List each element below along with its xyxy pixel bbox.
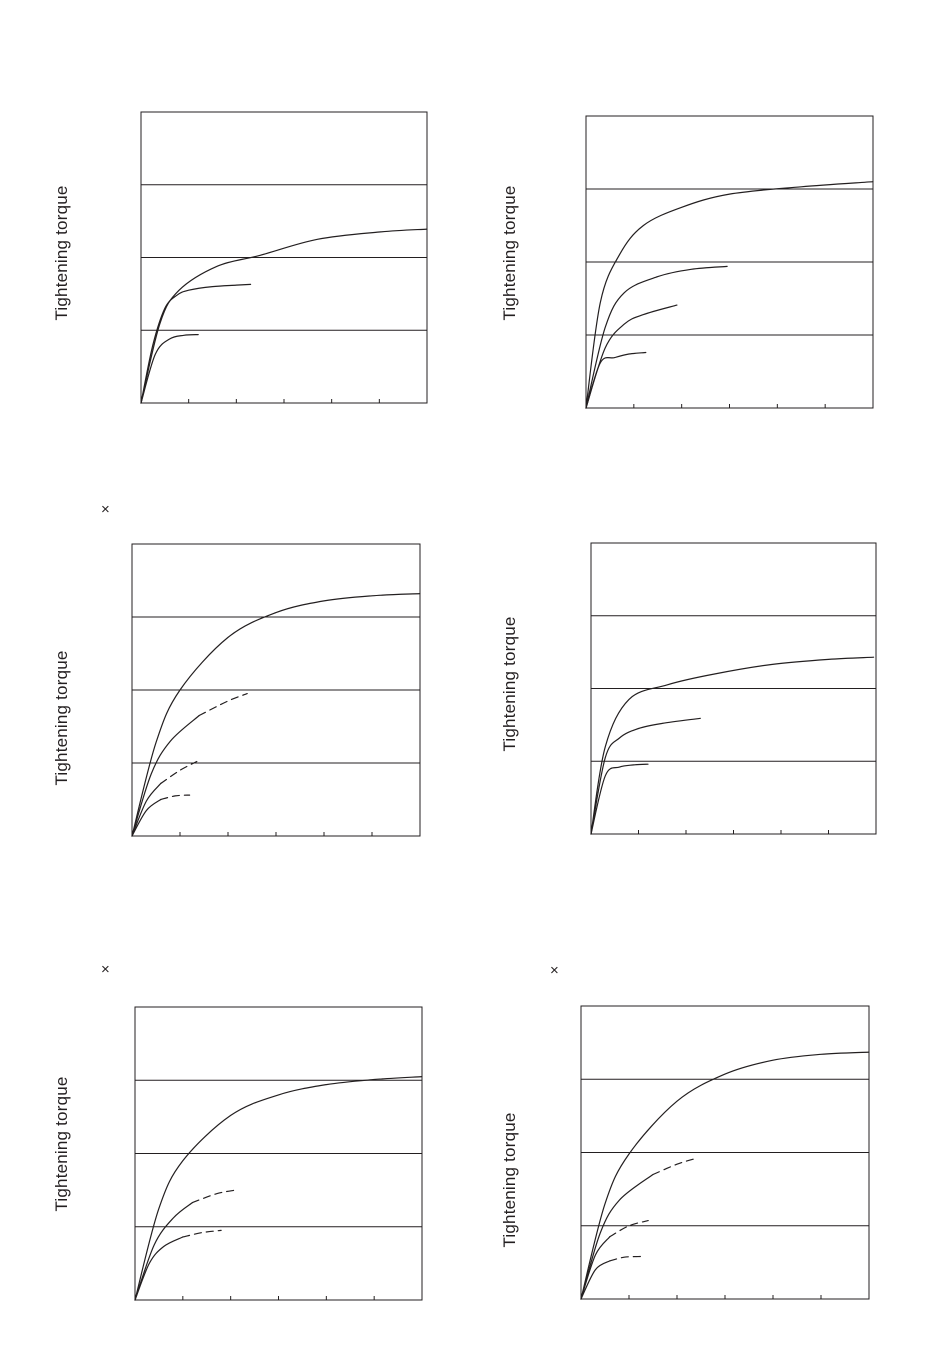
chart-2-series-2-line [585,304,678,409]
chart-6-series-3-line [580,1173,654,1300]
chart-3-series-2-dashed [160,760,198,784]
chart-1-series-3-line [140,228,428,404]
ylabel-1: Tightening torque [52,185,71,321]
ylabel-3: Tightening torque [52,650,71,786]
chart-6-series-1-line [580,1260,611,1300]
marker-chart-6: × [550,962,559,979]
chart-1-series-1-line [140,334,199,404]
chart-6-series-2-dashed [609,1220,649,1238]
chart-3-series-4-line [131,593,421,837]
chart-1-series-2-line [140,283,252,404]
chart-5-series-2-line [134,1202,193,1301]
ylabel-2: Tightening torque [500,185,519,321]
chart-4-series-2-line [590,717,701,835]
marker-chart-5: × [101,961,110,978]
ylabel-6: Tightening torque [500,1112,519,1248]
chart-2-series-4-line [585,181,874,409]
chart-6-series-1-dashed [609,1255,642,1262]
chart-3-series-3-line [131,714,200,837]
chart-6-series-3-dashed [652,1157,697,1176]
chart-3-series-1-line [131,798,162,837]
chart-5-series-3-line [134,1076,423,1301]
chart-3-series-3-dashed [198,693,248,717]
chart-2-series-1-line [585,351,647,409]
chart-5-series-1-line [134,1236,184,1301]
ylabel-4: Tightening torque [500,616,519,752]
chart-5-series-2-dashed [191,1189,236,1204]
chart-4-series-1-line [590,763,649,835]
chart-4-series-3-line [590,656,875,835]
chart-3-series-1-dashed [160,794,191,801]
chart-3-series-2-line [131,782,162,837]
chart-2-series-3-line [585,265,728,409]
ylabel-5: Tightening torque [52,1076,71,1212]
chart-6-series-4-line [580,1051,870,1300]
marker-chart-3: × [101,501,110,518]
chart-5-series-1-dashed [182,1229,222,1238]
